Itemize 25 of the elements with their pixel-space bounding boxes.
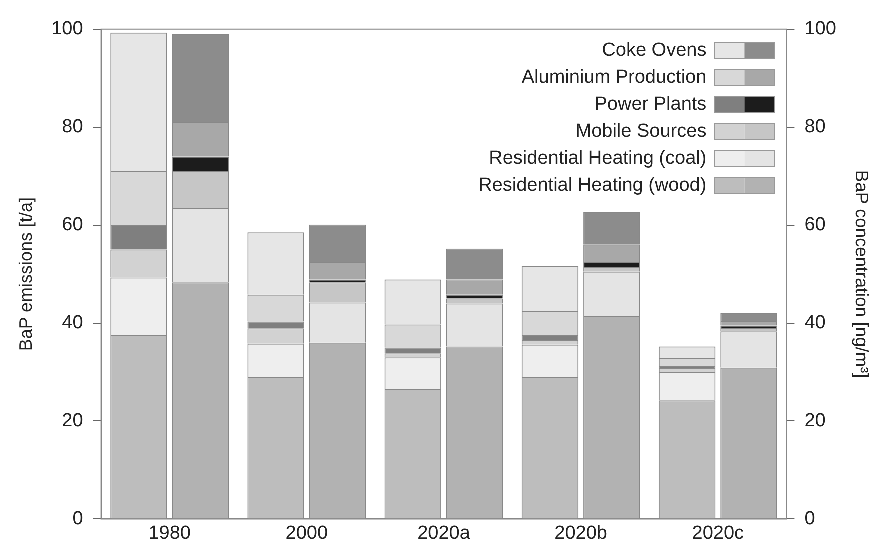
- y2-tick-label: 20: [804, 410, 826, 432]
- y2-tick-label: 40: [804, 312, 826, 334]
- y2-tick-label: 100: [804, 18, 836, 40]
- y2-tick-label: 0: [804, 508, 816, 530]
- y-tick-label: 0: [72, 508, 84, 530]
- y2-tick-label: 60: [804, 214, 826, 236]
- x-tick-label: 2020a: [418, 522, 471, 544]
- y2-tick-label: 80: [804, 116, 826, 138]
- x-tick-label: 1980: [148, 522, 191, 544]
- legend-label: Mobile Sources: [576, 121, 707, 142]
- legend-label: Residential Heating (wood): [478, 175, 707, 196]
- y-axis-title: BaP emissions [t/a]: [16, 197, 36, 352]
- y-tick-label: 40: [62, 312, 84, 334]
- y-tick-label: 100: [52, 18, 84, 40]
- y-tick-label: 20: [62, 410, 84, 432]
- y2-axis-title: BaP concentration [ng/m³]: [852, 170, 872, 378]
- x-tick-label: 2000: [286, 522, 328, 544]
- legend-label: Power Plants: [594, 94, 707, 116]
- legend-label: Aluminium Production: [522, 67, 707, 88]
- x-tick-label: 2020b: [554, 522, 608, 544]
- y-tick-label: 80: [62, 116, 84, 138]
- x-tick-label: 2020c: [692, 522, 744, 544]
- y-tick-label: 60: [62, 214, 84, 236]
- legend-label: Residential Heating (coal): [489, 148, 707, 170]
- legend-label: Coke Ovens: [602, 40, 707, 62]
